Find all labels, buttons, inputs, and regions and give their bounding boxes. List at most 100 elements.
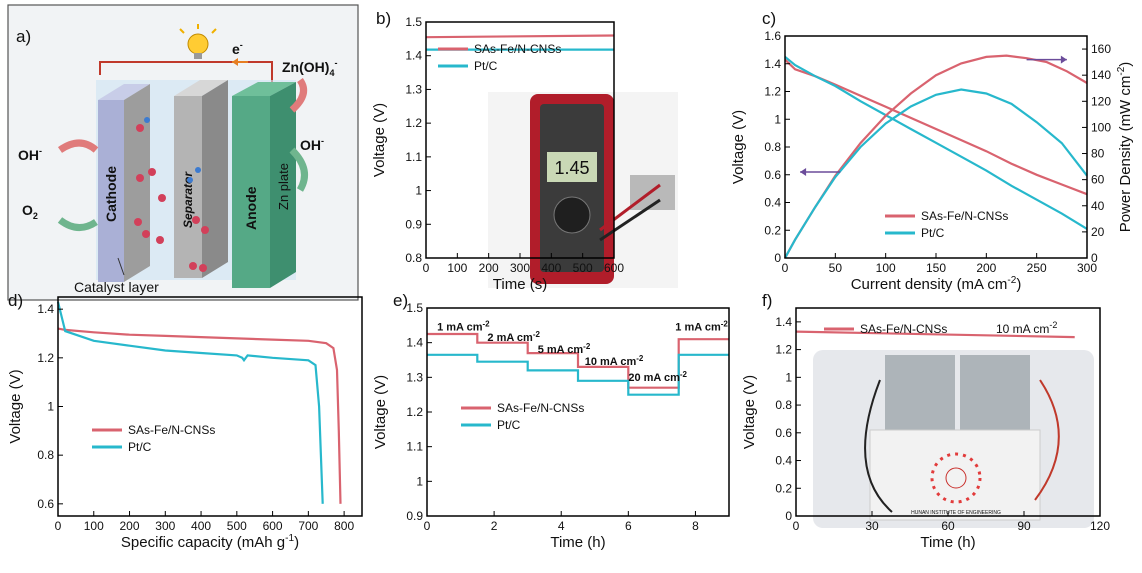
- catalyst-layer-label: Catalyst layer: [74, 279, 159, 295]
- separator-side: [202, 80, 228, 278]
- y2-tick-label: 140: [1091, 68, 1111, 82]
- y-axis-title: Voltage (V): [7, 369, 24, 443]
- anode-top: [232, 82, 296, 96]
- y-tick-label: 1.5: [405, 15, 422, 29]
- step-annotation: 1 mA cm-2: [675, 320, 728, 334]
- step-annotation: 20 mA cm-2: [628, 370, 687, 384]
- y-tick-label: 1.2: [406, 405, 423, 419]
- step-annotation: 2 mA cm-2: [487, 330, 540, 344]
- x-axis-title: Time (h): [920, 534, 975, 551]
- x-tick-label: 8: [692, 519, 699, 533]
- schematic-panel: a) e- Anode Zn plate Separator: [7, 4, 359, 301]
- chart-f: f) 0 30 60 90 120 0 0.2 0.4 0.6 0.8 1 1.2 1.4 Time (h)…: [741, 291, 1110, 551]
- y-tick-label: 0.9: [405, 217, 422, 231]
- y2-tick-label: 40: [1091, 199, 1105, 213]
- x-tick-label: 400: [191, 519, 211, 533]
- y-tick-label: 0.8: [405, 251, 422, 265]
- y-tick-label: 1: [785, 370, 792, 384]
- cathode-top: [98, 84, 150, 100]
- y-axis-title: Voltage (V): [372, 375, 389, 449]
- y-tick-label: 1.2: [405, 116, 422, 130]
- x-axis-title: Specific capacity (mAh g-1): [121, 533, 299, 551]
- y-tick-label: 1.4: [37, 302, 54, 316]
- multimeter-display: [547, 152, 597, 182]
- x-tick-label: 90: [1017, 519, 1031, 533]
- light-bulb-icon: [179, 24, 217, 59]
- legend-label: SAs-Fe/N-CNSs: [860, 322, 947, 336]
- y-tick-label: 1.2: [37, 351, 54, 365]
- x-tick-label: 150: [926, 261, 946, 275]
- legend-label: Pt/C: [474, 59, 498, 73]
- series-line: [427, 353, 729, 396]
- x-tick-label: 0: [793, 519, 800, 533]
- y2-tick-label: 80: [1091, 147, 1105, 161]
- o2-in-arrow-icon: [57, 217, 98, 231]
- series-line: [56, 301, 324, 504]
- y-tick-label: 0.6: [764, 168, 781, 182]
- legend-label: Pt/C: [128, 440, 152, 454]
- x-tick-label: 500: [573, 261, 593, 275]
- panel-label: c): [762, 9, 776, 28]
- y2-tick-label: 160: [1091, 42, 1111, 56]
- chart-c: c)0 50 100 150 200 250 30000.20.40.60.811.21.4…: [730, 9, 1134, 293]
- y-tick-label: 0.4: [775, 454, 792, 468]
- y-tick-label: 0.6: [775, 426, 792, 440]
- panel-label: e): [393, 291, 408, 310]
- panel-label-a: a): [16, 27, 31, 46]
- y-tick-label: 1.5: [406, 301, 423, 315]
- x-tick-label: 2: [491, 519, 498, 533]
- x-tick-label: 4: [558, 519, 565, 533]
- y-tick-label: 0: [774, 251, 781, 265]
- x-tick-label: 200: [120, 519, 140, 533]
- legend-label: SAs-Fe/N-CNSs: [497, 401, 584, 415]
- plot-frame: [784, 35, 1088, 259]
- x-tick-label: 400: [541, 261, 561, 275]
- x-tick-label: 300: [1077, 261, 1097, 275]
- oh-left-label: OH-: [18, 146, 42, 163]
- y-tick-label: 1: [415, 184, 422, 198]
- series-line: [57, 327, 342, 504]
- x-tick-label: 600: [263, 519, 283, 533]
- x-tick-label: 120: [1090, 519, 1110, 533]
- step-annotation: 1 mA cm-2: [437, 320, 490, 334]
- y-tick-label: 0.4: [764, 196, 781, 210]
- x-tick-label: 700: [298, 519, 318, 533]
- y-tick-label: 0.2: [775, 481, 792, 495]
- x-tick-label: 250: [1027, 261, 1047, 275]
- y-tick-label: 1.4: [406, 336, 423, 350]
- series-line: [784, 55, 1088, 230]
- chart-panels: b)0 100 200 300 400 500 6000.80.911.11.21.31.4…: [7, 9, 1134, 551]
- oh-out-arrow-icon: [57, 139, 99, 153]
- y2-tick-label: 0: [1091, 251, 1098, 265]
- photo-caption: HUNAN INSTITUTE OF ENGINEERING: [911, 510, 1001, 516]
- separator-label: Separator: [181, 171, 195, 228]
- current-note: 10 mA cm-2: [996, 320, 1057, 336]
- oh-in-arrow-icon: [289, 147, 308, 192]
- legend-label: SAs-Fe/N-CNSs: [921, 209, 1008, 223]
- y-tick-label: 0.2: [764, 223, 781, 237]
- electron-label: e-: [232, 40, 243, 57]
- multimeter-reading: 1.45: [554, 158, 589, 178]
- series-line: [795, 330, 1075, 339]
- battery-photo: HUNAN INSTITUTE OF ENGINEERING: [813, 350, 1094, 528]
- catalyst-pointer: [117, 257, 125, 276]
- step-annotation: 5 mA cm-2: [538, 342, 591, 356]
- x-axis-title: Time (h): [550, 534, 605, 551]
- y2-tick-label: 120: [1091, 94, 1111, 108]
- zincate-label: Zn(OH)4-: [282, 58, 337, 78]
- x-tick-label: 500: [227, 519, 247, 533]
- x-tick-label: 60: [941, 519, 955, 533]
- anode-label: Anode: [243, 186, 259, 230]
- panel-label: f): [762, 291, 772, 310]
- series-line: [425, 34, 615, 39]
- cathode-label: Cathode: [103, 166, 119, 222]
- y-tick-label: 1: [774, 112, 781, 126]
- y-tick-label: 1.4: [775, 315, 792, 329]
- y-axis-title: Voltage (V): [371, 103, 388, 177]
- y-tick-label: 1.1: [405, 150, 422, 164]
- y-tick-label: 0.6: [37, 497, 54, 511]
- chart-e: e) 0 2 4 6 8 0.9 1 1.1 1.2 1.3 1.4 1.5 Time (h) Voltag…: [372, 291, 730, 551]
- legend-label: Pt/C: [921, 226, 945, 240]
- x-tick-label: 300: [510, 261, 530, 275]
- plot-frame: [57, 296, 363, 517]
